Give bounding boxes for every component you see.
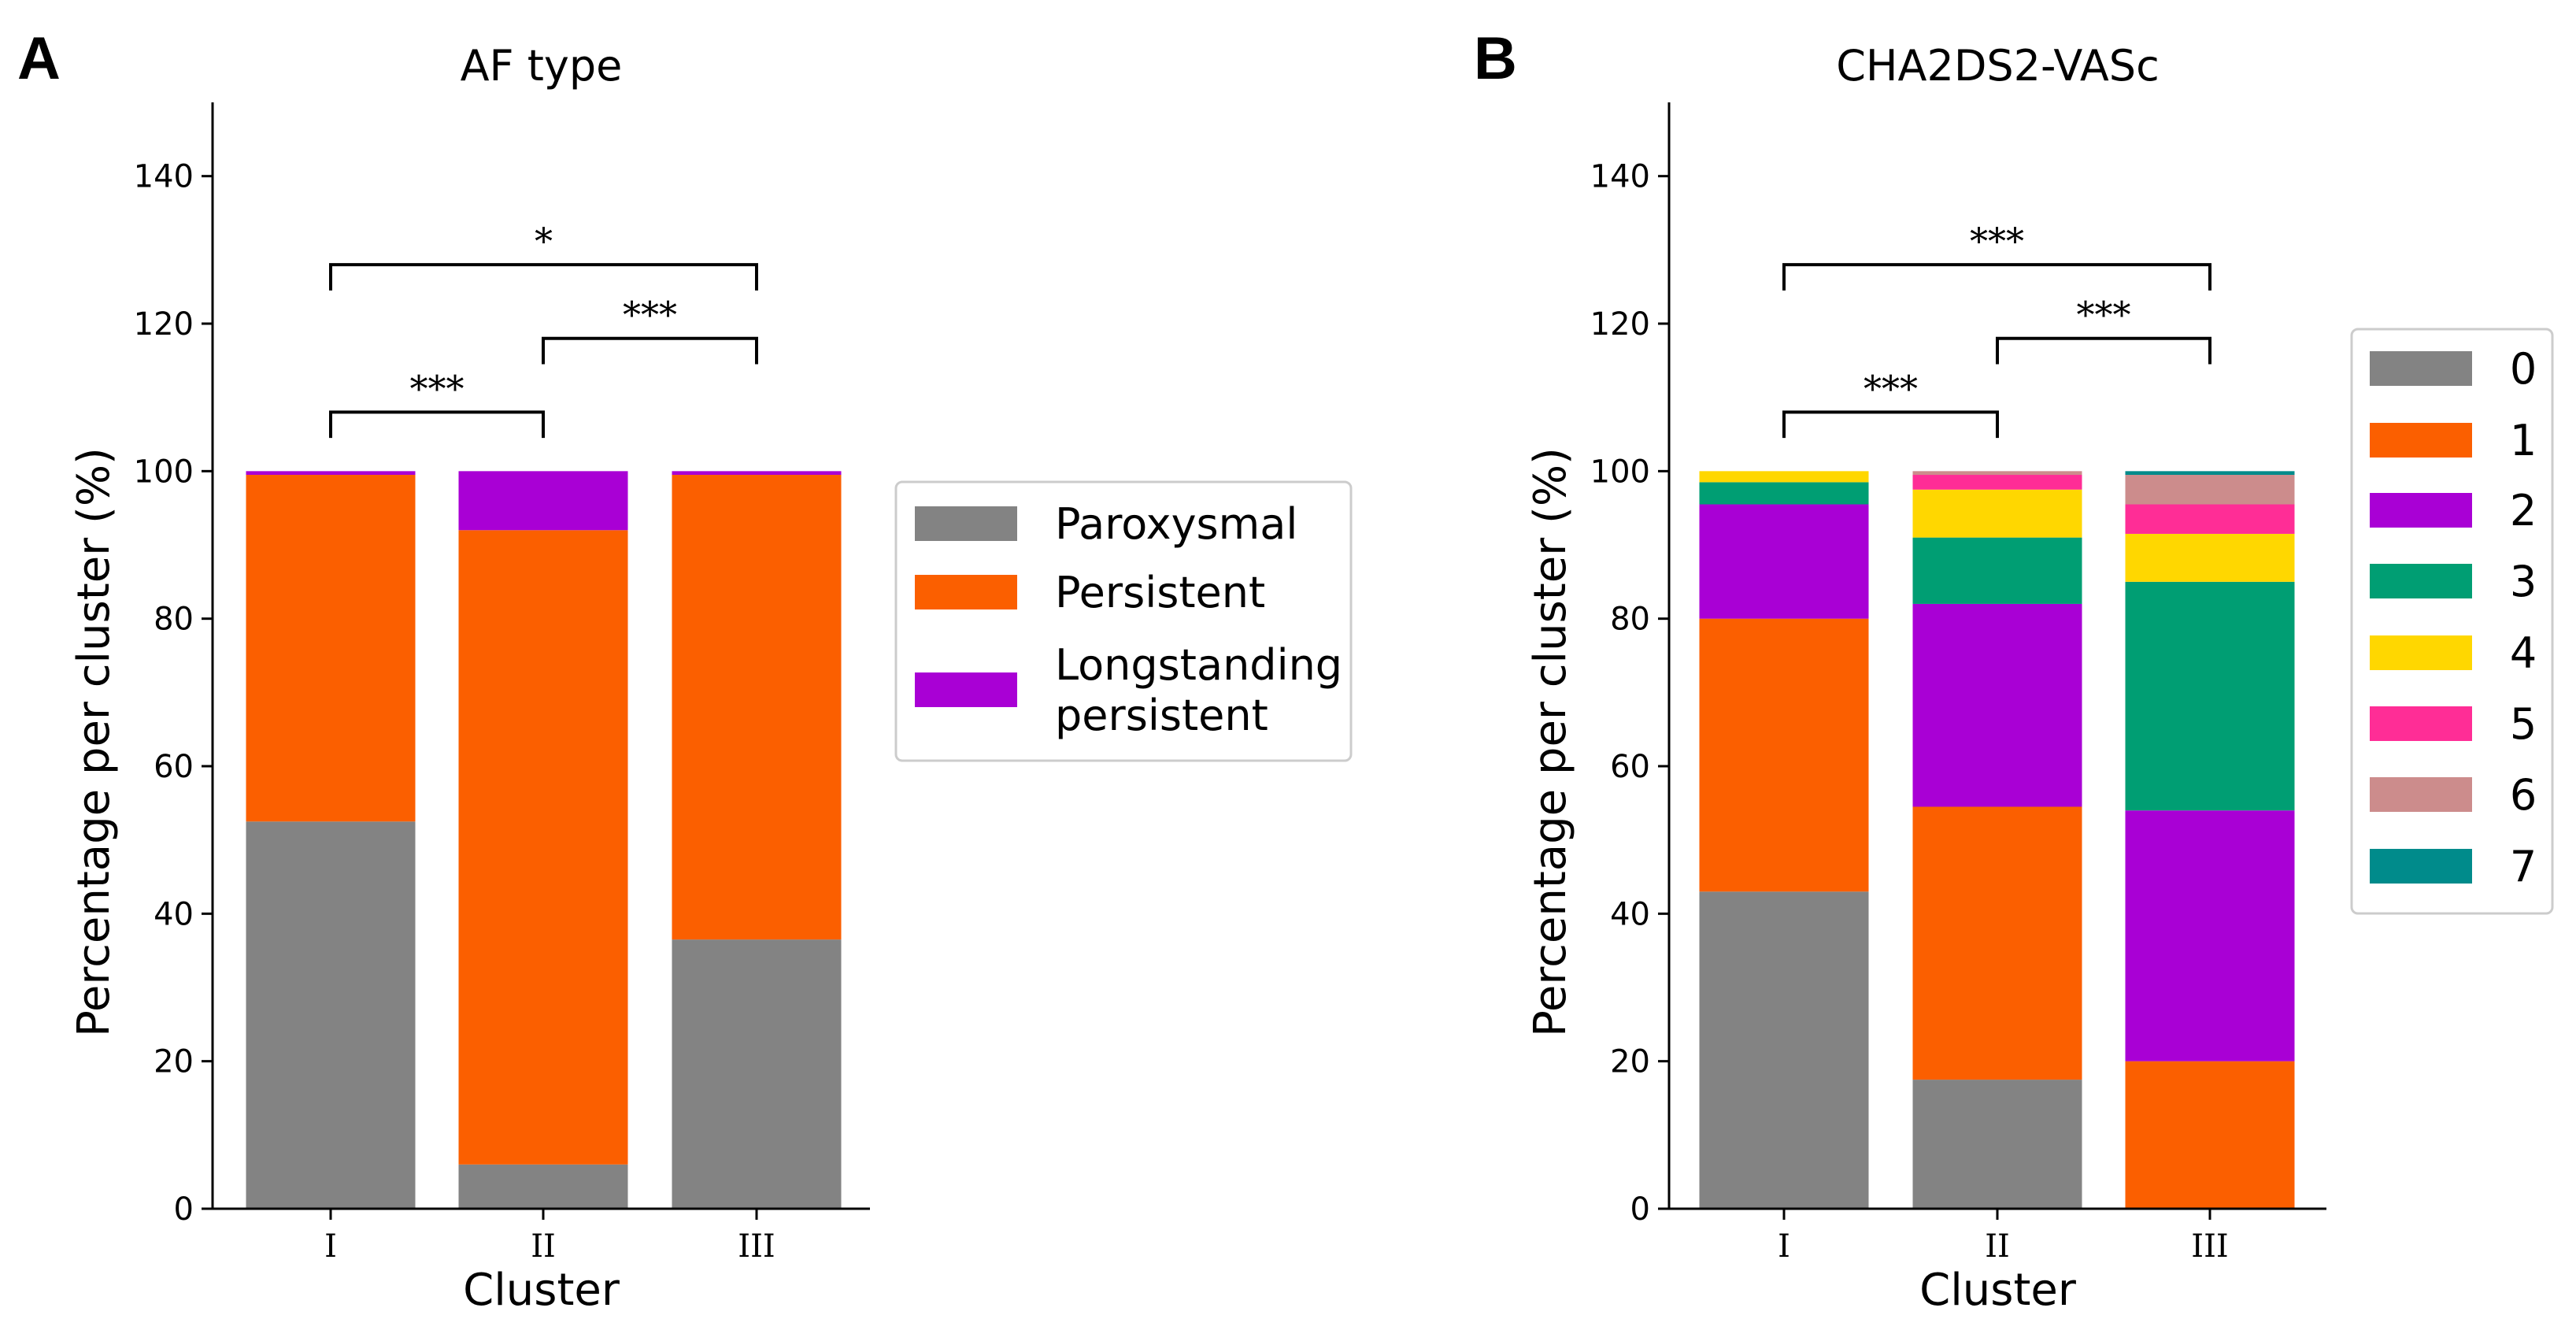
bar-I-persistent	[246, 475, 416, 822]
legend-label: Persistent	[1055, 568, 1265, 617]
y-axis-label: Percentage per cluster (%)	[68, 447, 120, 1037]
significance-bracket	[1782, 410, 1999, 439]
y-tick-label: 40	[154, 896, 194, 932]
bar-II-3	[1912, 537, 2082, 604]
bar-III-3	[2125, 581, 2295, 811]
bar-III-4	[2125, 533, 2295, 582]
y-tick-label: 140	[1590, 159, 1650, 195]
significance-bracket	[329, 263, 758, 291]
significance-label: ***	[2077, 294, 2131, 336]
legend-label: 1	[2510, 416, 2537, 465]
legend-box	[2350, 328, 2554, 915]
significance-label: ***	[1970, 220, 2024, 262]
bar-III-persistent	[672, 475, 842, 940]
bar-III-1	[2125, 1061, 2295, 1209]
y-tick-label: 20	[1610, 1044, 1650, 1080]
bar-I-0	[1699, 891, 1869, 1209]
legend-swatch-5	[2370, 706, 2472, 741]
y-tick-label: 80	[154, 602, 194, 638]
significance-label: ***	[623, 294, 677, 336]
bar-III-2	[2125, 810, 2295, 1061]
y-tick-label: 140	[134, 159, 194, 195]
x-tick-label: I	[324, 1228, 337, 1265]
bar-III-5	[2125, 504, 2295, 534]
significance-bracket	[1996, 336, 2211, 365]
legend-swatch-longstanding-persistent	[915, 672, 1017, 707]
significance-bracket	[542, 336, 758, 365]
legend-label: 3	[2510, 557, 2537, 606]
legend-swatch-6	[2370, 777, 2472, 812]
bar-III-7	[2125, 471, 2295, 476]
chart-title: AF type	[461, 41, 623, 91]
legend-swatch-2	[2370, 493, 2472, 528]
chart-title: CHA2DS2-VASc	[1836, 41, 2160, 91]
bar-I-3	[1699, 482, 1869, 505]
x-axis-label: Cluster	[463, 1265, 620, 1316]
y-tick-label: 0	[1630, 1191, 1650, 1228]
bar-I-longstanding-persistent	[246, 471, 416, 476]
legend-swatch-1	[2370, 423, 2472, 458]
legend-label: 2	[2510, 486, 2537, 535]
bar-II-persistent	[458, 530, 628, 1165]
bar-II-paroxysmal	[458, 1164, 628, 1209]
bar-II-1	[1912, 806, 2082, 1080]
legend-swatch-3	[2370, 564, 2472, 598]
significance-label: *	[535, 220, 553, 262]
bar-I-1	[1699, 618, 1869, 892]
legend-swatch-7	[2370, 849, 2472, 884]
x-axis-label: Cluster	[1919, 1265, 2077, 1316]
x-tick-label: I	[1778, 1228, 1790, 1265]
panel-letter: B	[1474, 25, 1517, 92]
x-tick-label: II	[531, 1228, 556, 1265]
x-tick-label: II	[1985, 1228, 2010, 1265]
legend-label: 5	[2510, 699, 2537, 749]
legend-label: 0	[2510, 344, 2537, 394]
legend-swatch-persistent	[915, 575, 1017, 609]
y-tick-label: 40	[1610, 896, 1650, 932]
bar-II-4	[1912, 489, 2082, 538]
legend-swatch-0	[2370, 351, 2472, 386]
x-tick-label: III	[2191, 1228, 2228, 1265]
legend-label: 4	[2510, 628, 2537, 678]
x-tick-label: III	[738, 1228, 775, 1265]
significance-label: ***	[1864, 367, 1918, 409]
bar-III-6	[2125, 475, 2295, 505]
y-tick-label: 60	[1610, 749, 1650, 785]
y-tick-label: 100	[1590, 454, 1650, 490]
panel-letter: A	[17, 25, 61, 92]
bar-II-longstanding-persistent	[458, 471, 628, 531]
y-axis-label: Percentage per cluster (%)	[1525, 447, 1576, 1037]
bar-I-paroxysmal	[246, 821, 416, 1209]
legend-swatch-paroxysmal	[915, 506, 1017, 541]
legend-label: Paroxysmal	[1055, 499, 1297, 549]
y-tick-label: 120	[134, 306, 194, 343]
y-tick-label: 0	[174, 1191, 194, 1228]
bar-II-2	[1912, 603, 2082, 807]
bar-III-paroxysmal	[672, 939, 842, 1209]
y-tick-label: 60	[154, 749, 194, 785]
legend-swatch-4	[2370, 635, 2472, 670]
y-tick-label: 20	[154, 1044, 194, 1080]
bar-I-2	[1699, 504, 1869, 619]
legend-label: 6	[2510, 770, 2537, 820]
y-tick-label: 100	[134, 454, 194, 490]
bar-II-0	[1912, 1080, 2082, 1209]
y-tick-label: 80	[1610, 602, 1650, 638]
significance-bracket	[1782, 263, 2211, 291]
legend-label: Longstanding persistent	[1055, 640, 1342, 740]
legend-label: 7	[2510, 842, 2537, 891]
significance-label: ***	[410, 367, 464, 409]
bar-I-4	[1699, 471, 1869, 483]
bar-II-5	[1912, 475, 2082, 490]
bar-III-longstanding-persistent	[672, 471, 842, 476]
bar-II-6	[1912, 471, 2082, 476]
significance-bracket	[329, 410, 545, 439]
y-tick-label: 120	[1590, 306, 1650, 343]
